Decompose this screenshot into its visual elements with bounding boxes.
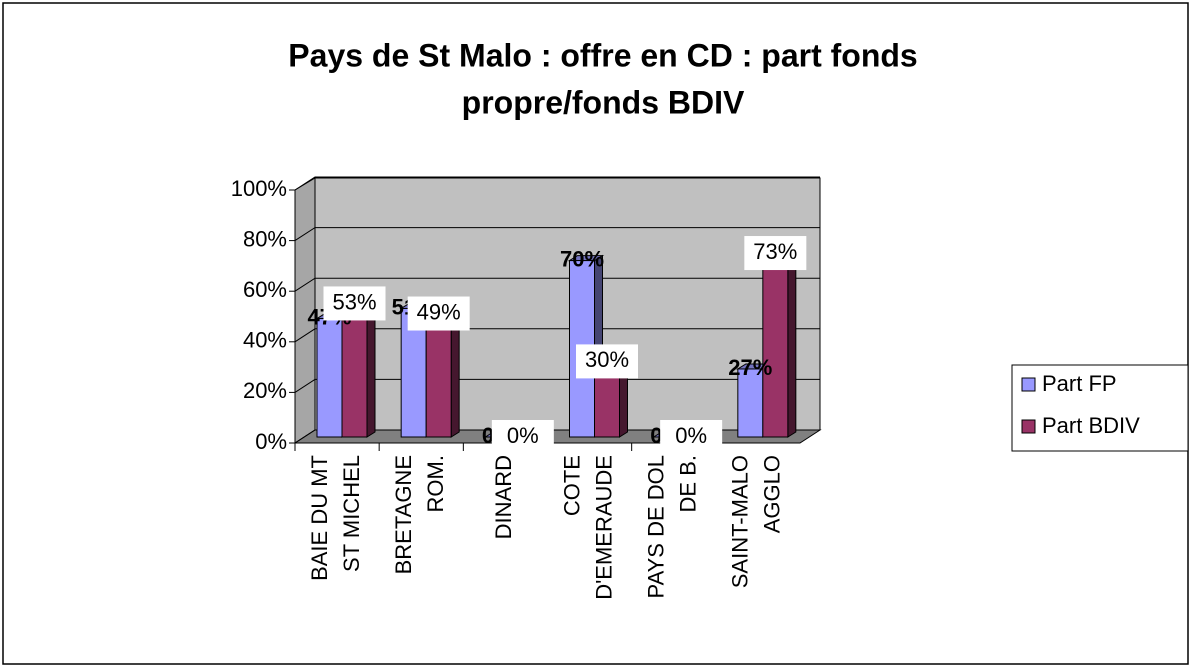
x-tick-label: COTE bbox=[559, 455, 584, 516]
x-tick-label: AGGLO bbox=[760, 455, 785, 533]
bar-front bbox=[316, 318, 343, 438]
chart-title: propre/fonds BDIV bbox=[462, 84, 745, 120]
x-tick-label: BAIE DU MT bbox=[307, 455, 332, 581]
data-label-box bbox=[407, 296, 470, 331]
data-label: 73% bbox=[753, 239, 797, 264]
data-label: 49% bbox=[417, 299, 461, 324]
x-tick-label: DINARD bbox=[491, 455, 516, 539]
x-tick-label: SAINT-MALO bbox=[728, 455, 753, 588]
legend-label: Part FP bbox=[1042, 371, 1117, 396]
legend-label: Part BDIV bbox=[1042, 413, 1140, 438]
data-label-box bbox=[323, 286, 386, 321]
data-label-box bbox=[660, 420, 723, 454]
data-label: 27% bbox=[728, 355, 772, 380]
data-label: 0% bbox=[675, 423, 707, 448]
x-tick-label: D'EMERAUDE bbox=[591, 455, 616, 600]
grid-line bbox=[294, 378, 820, 393]
x-tick-label: PAYS DE DOL bbox=[644, 455, 669, 598]
grid-line bbox=[294, 176, 820, 191]
x-tick-label: ST MICHEL bbox=[339, 455, 364, 572]
bar bbox=[761, 247, 798, 438]
bar bbox=[424, 307, 461, 438]
bar-front bbox=[737, 368, 764, 438]
grid-line bbox=[294, 277, 820, 292]
bar bbox=[340, 297, 377, 438]
data-label: 30% bbox=[585, 347, 629, 372]
x-tick-label: DE B. bbox=[676, 455, 701, 512]
y-tick-label: 20% bbox=[243, 378, 287, 403]
data-label-box bbox=[491, 420, 554, 454]
y-tick-label: 100% bbox=[231, 176, 287, 201]
x-tick-label: ROM. bbox=[423, 455, 448, 512]
legend-swatch bbox=[1021, 377, 1036, 392]
legend-swatch bbox=[1021, 419, 1036, 434]
data-label: 53% bbox=[332, 289, 376, 314]
grid-line bbox=[294, 429, 820, 444]
data-label: 70% bbox=[560, 246, 604, 271]
grid-line bbox=[294, 227, 820, 242]
data-label-box bbox=[744, 236, 807, 271]
y-tick-label: 80% bbox=[243, 226, 287, 251]
bar-front bbox=[762, 252, 789, 438]
legend-box bbox=[1011, 364, 1189, 452]
y-tick-label: 60% bbox=[243, 277, 287, 302]
y-tick-label: 0% bbox=[255, 429, 287, 454]
y-tick-label: 40% bbox=[243, 328, 287, 353]
bar-side bbox=[787, 247, 797, 438]
data-label-box bbox=[576, 344, 638, 379]
x-tick-label: BRETAGNE bbox=[391, 455, 416, 574]
chart-title: Pays de St Malo : offre en CD : part fon… bbox=[288, 37, 917, 73]
grid-line bbox=[294, 328, 820, 343]
data-label: 0% bbox=[507, 423, 539, 448]
bar-front bbox=[425, 313, 452, 438]
